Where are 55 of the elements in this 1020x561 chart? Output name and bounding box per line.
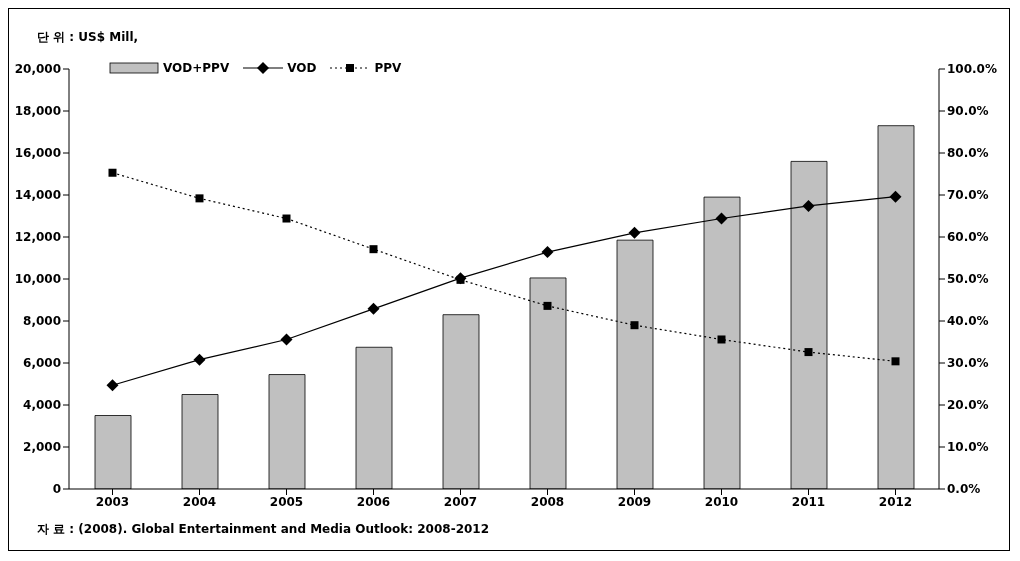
y-tick-label: 10,000 <box>14 272 61 287</box>
point <box>889 190 902 203</box>
y2-tick-label: 0.0% <box>947 482 981 497</box>
point <box>802 199 815 212</box>
y-tick-label: 4,000 <box>23 398 61 413</box>
point <box>541 246 554 259</box>
y2-tick-label: 40.0% <box>947 314 989 329</box>
y-tick-label: 6,000 <box>23 356 61 371</box>
point <box>891 357 900 366</box>
y2-tick-label: 90.0% <box>947 104 989 119</box>
y2-tick-label: 20.0% <box>947 398 989 413</box>
point <box>108 168 117 177</box>
point <box>717 335 726 344</box>
y2-tick-label: 70.0% <box>947 188 989 203</box>
y-axis-title: 단 위 : US$ Mill, <box>37 29 139 46</box>
y2-tick-label: 60.0% <box>947 230 989 245</box>
x-tick-label: 2007 <box>443 494 478 509</box>
x-tick-label: 2005 <box>269 494 304 509</box>
y2-tick-label: 10.0% <box>947 440 989 455</box>
y2-tick-label: 50.0% <box>947 272 989 287</box>
y-tick-label: 16,000 <box>14 146 61 161</box>
y-tick-label: 0 <box>52 482 61 497</box>
y2-tick-label: 30.0% <box>947 356 989 371</box>
x-tick-label: 2011 <box>791 494 826 509</box>
y2-tick-label: 80.0% <box>947 146 989 161</box>
x-tick-label: 2008 <box>530 494 565 509</box>
legend-label: VOD+PPV <box>163 61 230 75</box>
x-tick-label: 2009 <box>617 494 652 509</box>
point <box>715 212 728 225</box>
point <box>367 302 380 315</box>
point <box>280 333 293 346</box>
point <box>628 226 641 239</box>
y-tick-label: 2,000 <box>23 440 61 455</box>
point <box>804 348 813 357</box>
x-tick-label: 2012 <box>878 494 913 509</box>
y-tick-label: 8,000 <box>23 314 61 329</box>
y-tick-label: 12,000 <box>14 230 61 245</box>
point <box>369 245 378 254</box>
legend-label: PPV <box>374 61 402 75</box>
point <box>193 353 206 366</box>
point <box>543 301 552 310</box>
point <box>630 321 639 330</box>
legend-label: VOD <box>287 61 317 75</box>
y2-tick-label: 100.0% <box>947 62 997 77</box>
y-tick-label: 18,000 <box>14 104 61 119</box>
x-tick-label: 2010 <box>704 494 739 509</box>
point <box>106 379 119 392</box>
text: 자 료 : (2008). Global Entertainment and Media Outlook: 2008-2012 <box>37 521 490 538</box>
point <box>282 214 291 223</box>
x-tick-label: 2003 <box>95 494 130 509</box>
x-tick-label: 2004 <box>182 494 217 509</box>
y-tick-label: 14,000 <box>14 188 61 203</box>
point <box>195 194 204 203</box>
x-tick-label: 2006 <box>356 494 391 509</box>
y-tick-label: 20,000 <box>14 62 61 77</box>
